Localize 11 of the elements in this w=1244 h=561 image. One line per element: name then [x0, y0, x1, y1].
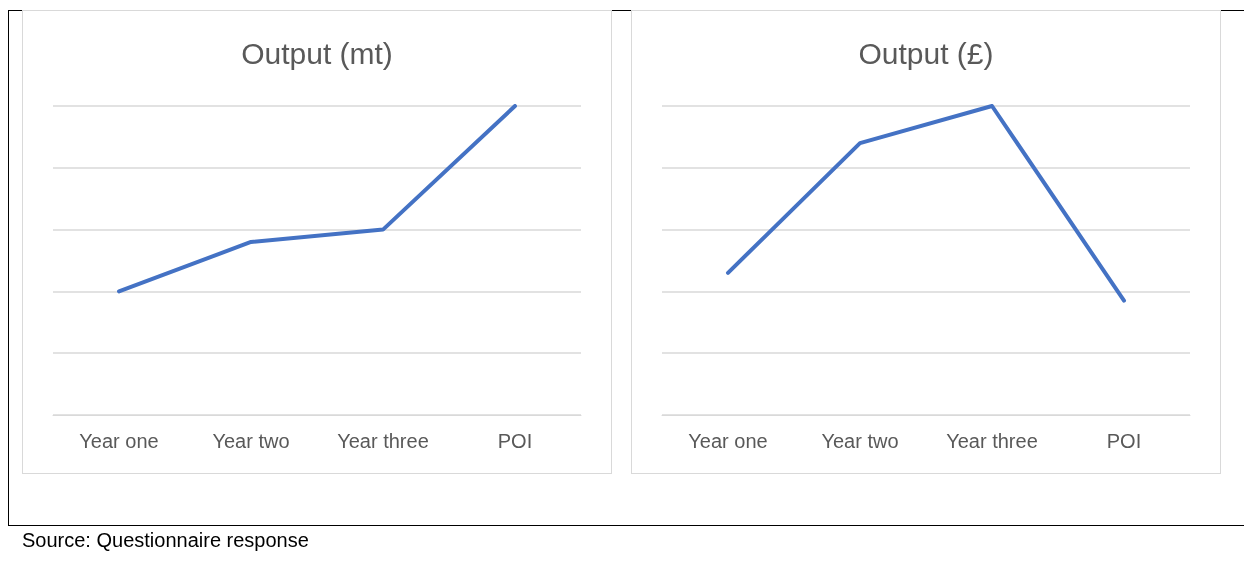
- chart-title: Output (£): [858, 36, 994, 70]
- x-tick-label: Year one: [79, 430, 159, 452]
- x-tick-label: POI: [1106, 430, 1142, 452]
- source-note: Source: Questionnaire response: [22, 529, 309, 552]
- x-tick-label: Year one: [688, 430, 768, 452]
- x-tick-label: POI: [497, 430, 533, 452]
- x-tick-label: Year three: [946, 430, 1038, 452]
- chart-title: Output (mt): [241, 36, 393, 70]
- x-tick-label: Year two: [212, 430, 290, 452]
- x-tick-label: Year two: [821, 430, 899, 452]
- x-tick-label: Year three: [337, 430, 429, 452]
